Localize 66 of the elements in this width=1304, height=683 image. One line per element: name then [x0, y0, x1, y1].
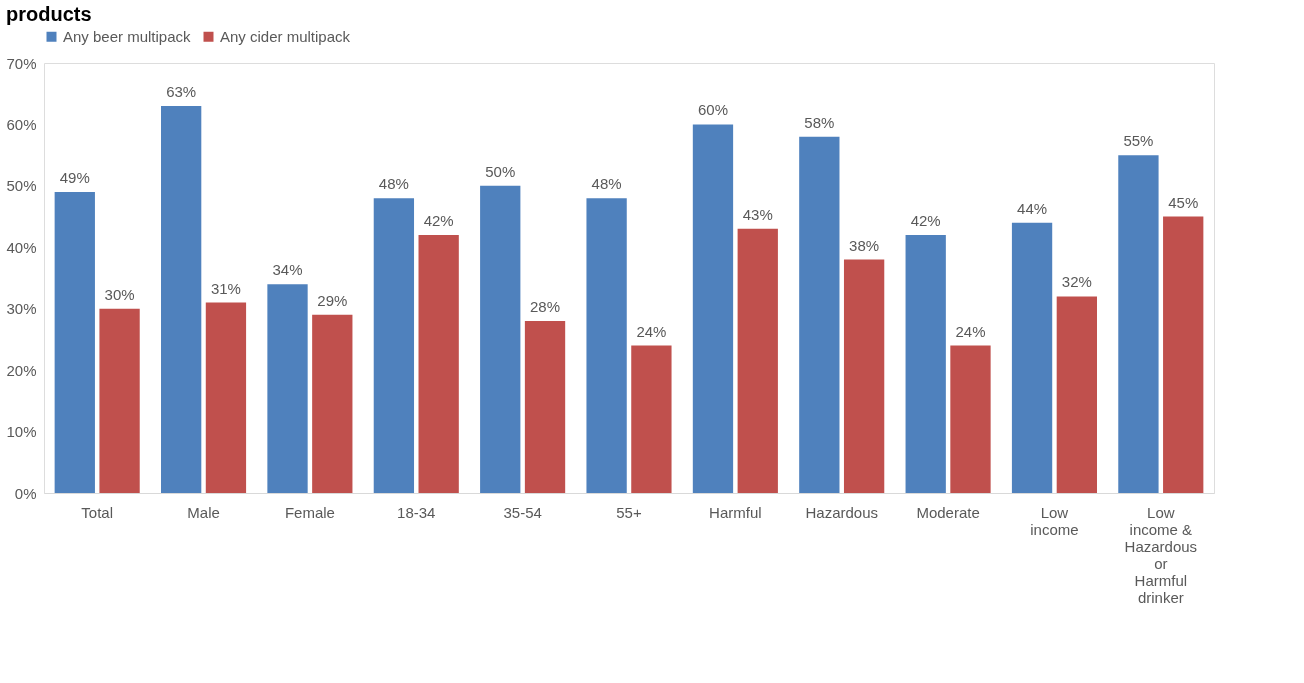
- data-label: 24%: [955, 322, 986, 340]
- data-label: 58%: [804, 113, 835, 131]
- data-label: 34%: [272, 261, 303, 279]
- bar: [1118, 155, 1159, 493]
- x-tick-label: 18-34: [397, 503, 436, 521]
- x-tick-label: Moderate: [916, 503, 980, 521]
- bar: [799, 136, 840, 493]
- data-label: 49%: [59, 169, 90, 186]
- y-tick-label: 0%: [14, 484, 37, 502]
- data-label: 55%: [1123, 132, 1154, 150]
- y-tick-label: 20%: [6, 361, 37, 379]
- x-tick-label: Total: [81, 503, 114, 521]
- data-label: 44%: [1017, 199, 1048, 217]
- bar: [950, 345, 991, 493]
- x-tick-label: Hazardous: [805, 503, 878, 521]
- data-label: 28%: [530, 298, 561, 315]
- bar: [1056, 296, 1097, 493]
- y-tick-label: 70%: [6, 54, 37, 72]
- x-tick-label: Harmful: [709, 503, 762, 521]
- bar: [631, 345, 672, 493]
- bar: [312, 314, 353, 493]
- bar: [905, 235, 946, 493]
- data-label: 42%: [910, 212, 941, 229]
- x-tick-label: 35-54: [503, 503, 542, 521]
- bar: [480, 185, 521, 493]
- bar: [54, 192, 95, 493]
- bar: [161, 106, 202, 493]
- bar: [418, 235, 459, 493]
- data-label: 60%: [697, 101, 728, 119]
- data-label: 38%: [849, 236, 880, 254]
- bar: [586, 198, 627, 493]
- y-tick-label: 10%: [6, 423, 37, 441]
- x-tick-label: Low income: [1030, 503, 1079, 538]
- chart-title: products: [5, 3, 92, 25]
- bar: [692, 124, 734, 493]
- legend-label: Any beer multipack: [63, 27, 192, 45]
- bar: [373, 198, 415, 493]
- data-label: 48%: [591, 175, 622, 193]
- data-label: 42%: [423, 212, 454, 229]
- x-tick-label: 55+: [616, 503, 642, 521]
- legend-label: Any cider multipack: [220, 27, 351, 45]
- data-label: 48%: [378, 175, 409, 193]
- data-label: 30%: [104, 285, 135, 303]
- bar: [1011, 222, 1053, 493]
- data-label: 32%: [1061, 273, 1092, 291]
- bar: [524, 321, 566, 493]
- y-tick-label: 50%: [6, 177, 37, 195]
- bar: [205, 302, 247, 493]
- x-tick-label: Low income & Hazardous or Harmful drinker: [1124, 503, 1198, 606]
- data-label: 24%: [636, 322, 667, 340]
- bar: [843, 259, 885, 493]
- data-label: 43%: [742, 205, 773, 223]
- data-label: 63%: [166, 83, 197, 100]
- data-label: 45%: [1168, 193, 1199, 211]
- y-tick-label: 60%: [6, 115, 37, 133]
- x-tick-label: Female: [284, 503, 335, 521]
- y-tick-label: 40%: [6, 238, 37, 256]
- y-tick-label: 30%: [6, 300, 37, 318]
- data-label: 50%: [485, 162, 516, 180]
- bar: [99, 308, 140, 493]
- bar: [737, 228, 778, 493]
- bar: [267, 284, 308, 493]
- data-label: 31%: [210, 279, 241, 297]
- bar: [1163, 216, 1204, 493]
- x-tick-label: Male: [187, 503, 220, 521]
- data-label: 29%: [317, 291, 348, 309]
